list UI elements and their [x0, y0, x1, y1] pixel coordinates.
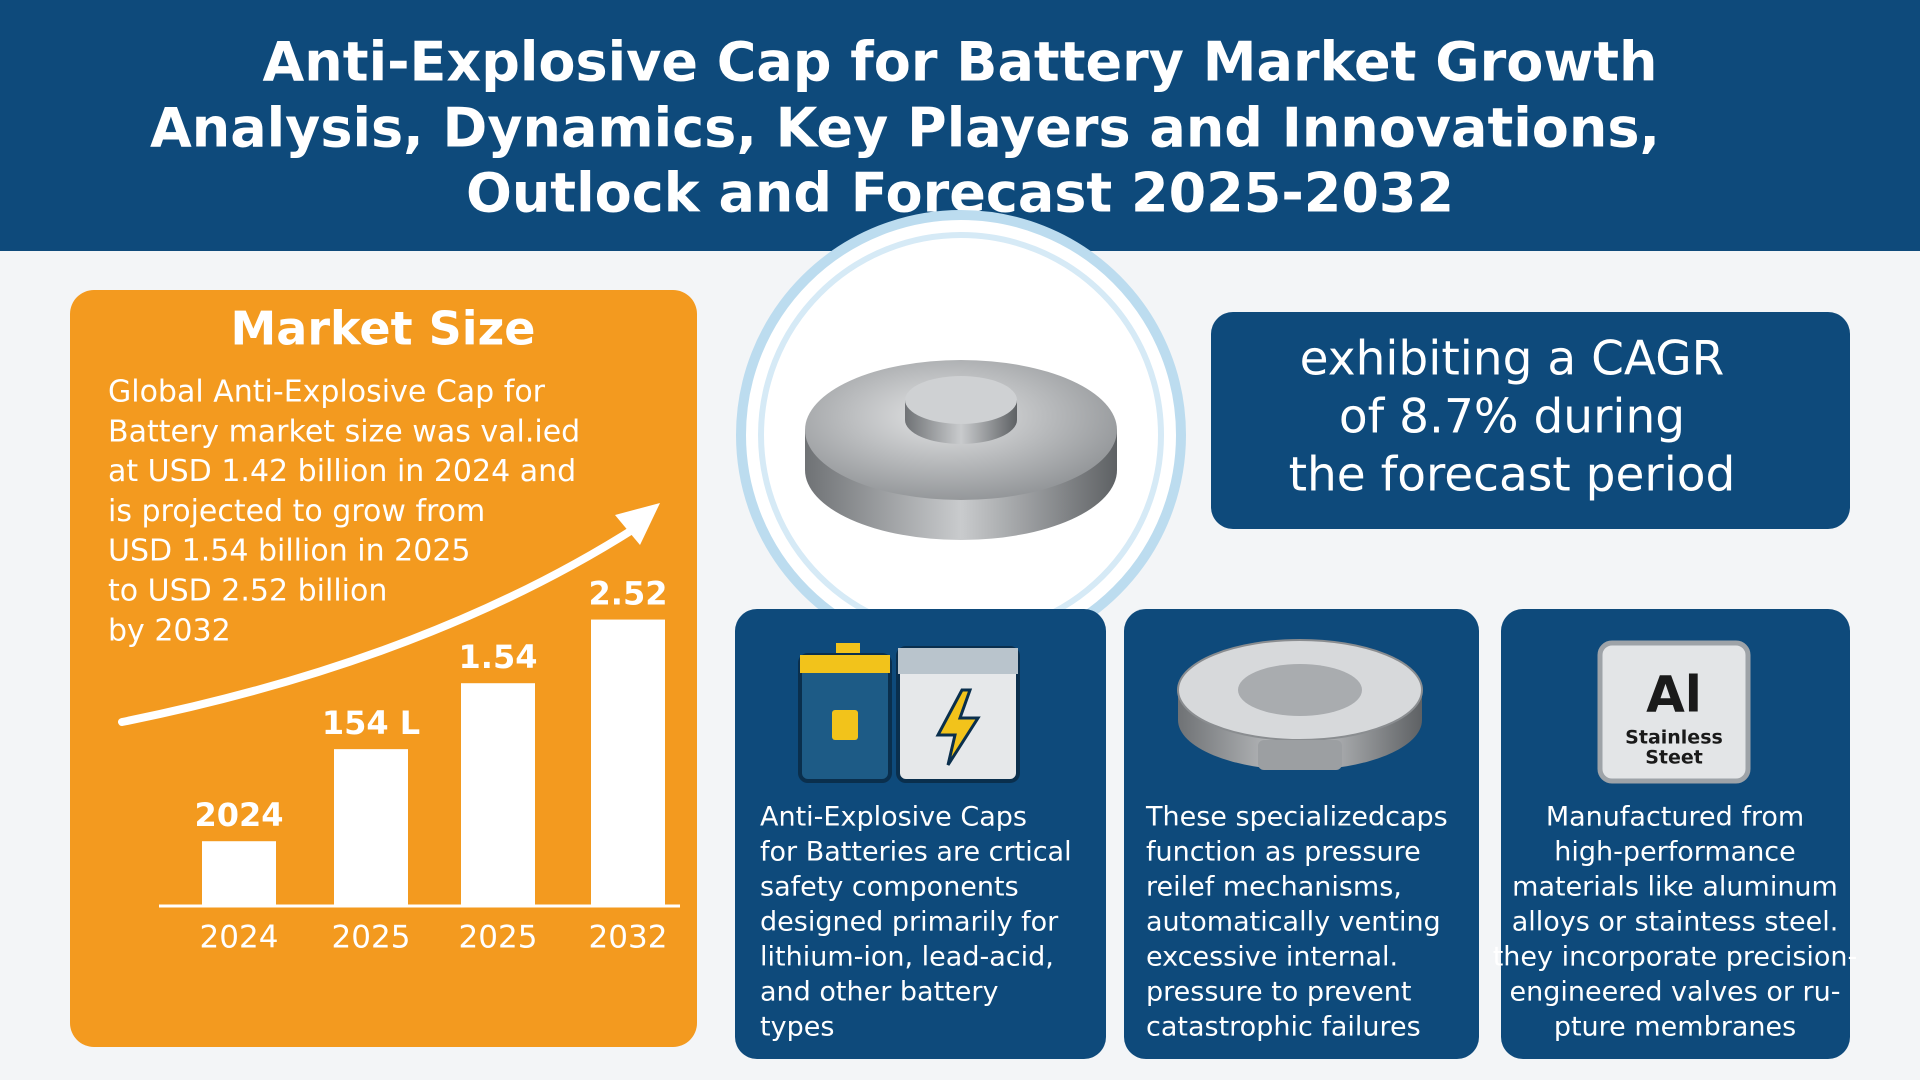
growth-arrow-head [615, 503, 660, 545]
card-text: types [760, 1012, 834, 1043]
bar-label: 1.54 [459, 638, 538, 676]
card-text: automatically venting [1146, 907, 1441, 938]
card-text: high-performance [1554, 837, 1796, 868]
market-size-text: to USD 2.52 billion [108, 574, 387, 609]
card-text: Manufactured from [1546, 802, 1804, 833]
market-size-text: is projected to grow from [108, 494, 485, 529]
bar-label: 2024 [194, 796, 283, 834]
bar [202, 841, 276, 906]
card-text: function as pressure [1146, 837, 1421, 868]
market-size-title: Market Size [231, 302, 536, 356]
market-size-text: Battery market size was val.ied [108, 414, 580, 449]
card-text: Anti-Explosive Caps [760, 802, 1027, 833]
card-text: excessive internal. [1146, 942, 1398, 973]
market-size-text: at USD 1.42 billion in 2024 and [108, 454, 576, 489]
card-text: lithium-ion, lead-acid, [760, 942, 1054, 973]
material-icon-text: Steet [1645, 747, 1703, 769]
cagr-text: exhibiting a CAGR [1300, 332, 1725, 387]
cagr-text: the forecast period [1289, 448, 1736, 503]
card-text: alloys or staintess steel. [1512, 907, 1839, 938]
cap-button [905, 376, 1017, 424]
card-text: they incorporate precision- [1493, 942, 1858, 973]
x-tick-label: 2025 [459, 920, 538, 956]
x-tick-label: 2032 [589, 920, 668, 956]
card-text: and other battery [760, 977, 998, 1008]
bar-label: 2.52 [589, 575, 668, 613]
title-line: Anti-Explosive Cap for Battery Market Gr… [263, 31, 1658, 94]
market-size-text: USD 1.54 billion in 2025 [108, 534, 471, 569]
card-text: These specializedcaps [1145, 802, 1448, 833]
title-line: Analysis, Dynamics, Key Players and Inno… [150, 97, 1660, 160]
bar [591, 619, 665, 906]
cagr-panel [1211, 312, 1850, 529]
card-text: for Batteries are crtical [760, 837, 1072, 868]
x-tick-label: 2024 [200, 920, 279, 956]
cagr-text: of 8.7% during [1339, 390, 1685, 445]
growth-arrow [118, 521, 644, 726]
material-icon-text: Stainless [1625, 727, 1723, 749]
card-text: reilef mechanisms, [1146, 872, 1402, 903]
battery-band [898, 648, 1018, 674]
x-tick-label: 2025 [332, 920, 411, 956]
card-text: designed primarily for [760, 907, 1059, 938]
cap-icon-valve [1238, 664, 1362, 716]
card [1501, 609, 1850, 1059]
market-size-text: by 2032 [108, 613, 231, 648]
bar-label: 154 L [322, 704, 420, 742]
card-text: catastrophic failures [1146, 1012, 1421, 1043]
header-band [0, 0, 1920, 251]
bar [334, 749, 408, 906]
cap-icon-stem [1258, 740, 1342, 770]
bar [461, 683, 535, 906]
card-text: materials like aluminum [1512, 872, 1838, 903]
battery-band [800, 655, 890, 673]
market-size-text: Global Anti-Explosive Cap for [108, 375, 546, 410]
card-text: pture membranes [1554, 1012, 1796, 1043]
battery-lock [832, 710, 858, 740]
material-icon-text: Al [1646, 666, 1702, 724]
card-text: engineered valves or ru- [1510, 977, 1841, 1008]
card-text: pressure to prevent [1146, 977, 1411, 1008]
card-text: safety components [760, 872, 1019, 903]
lightning-icon [935, 688, 981, 766]
material-icon [1597, 640, 1751, 784]
